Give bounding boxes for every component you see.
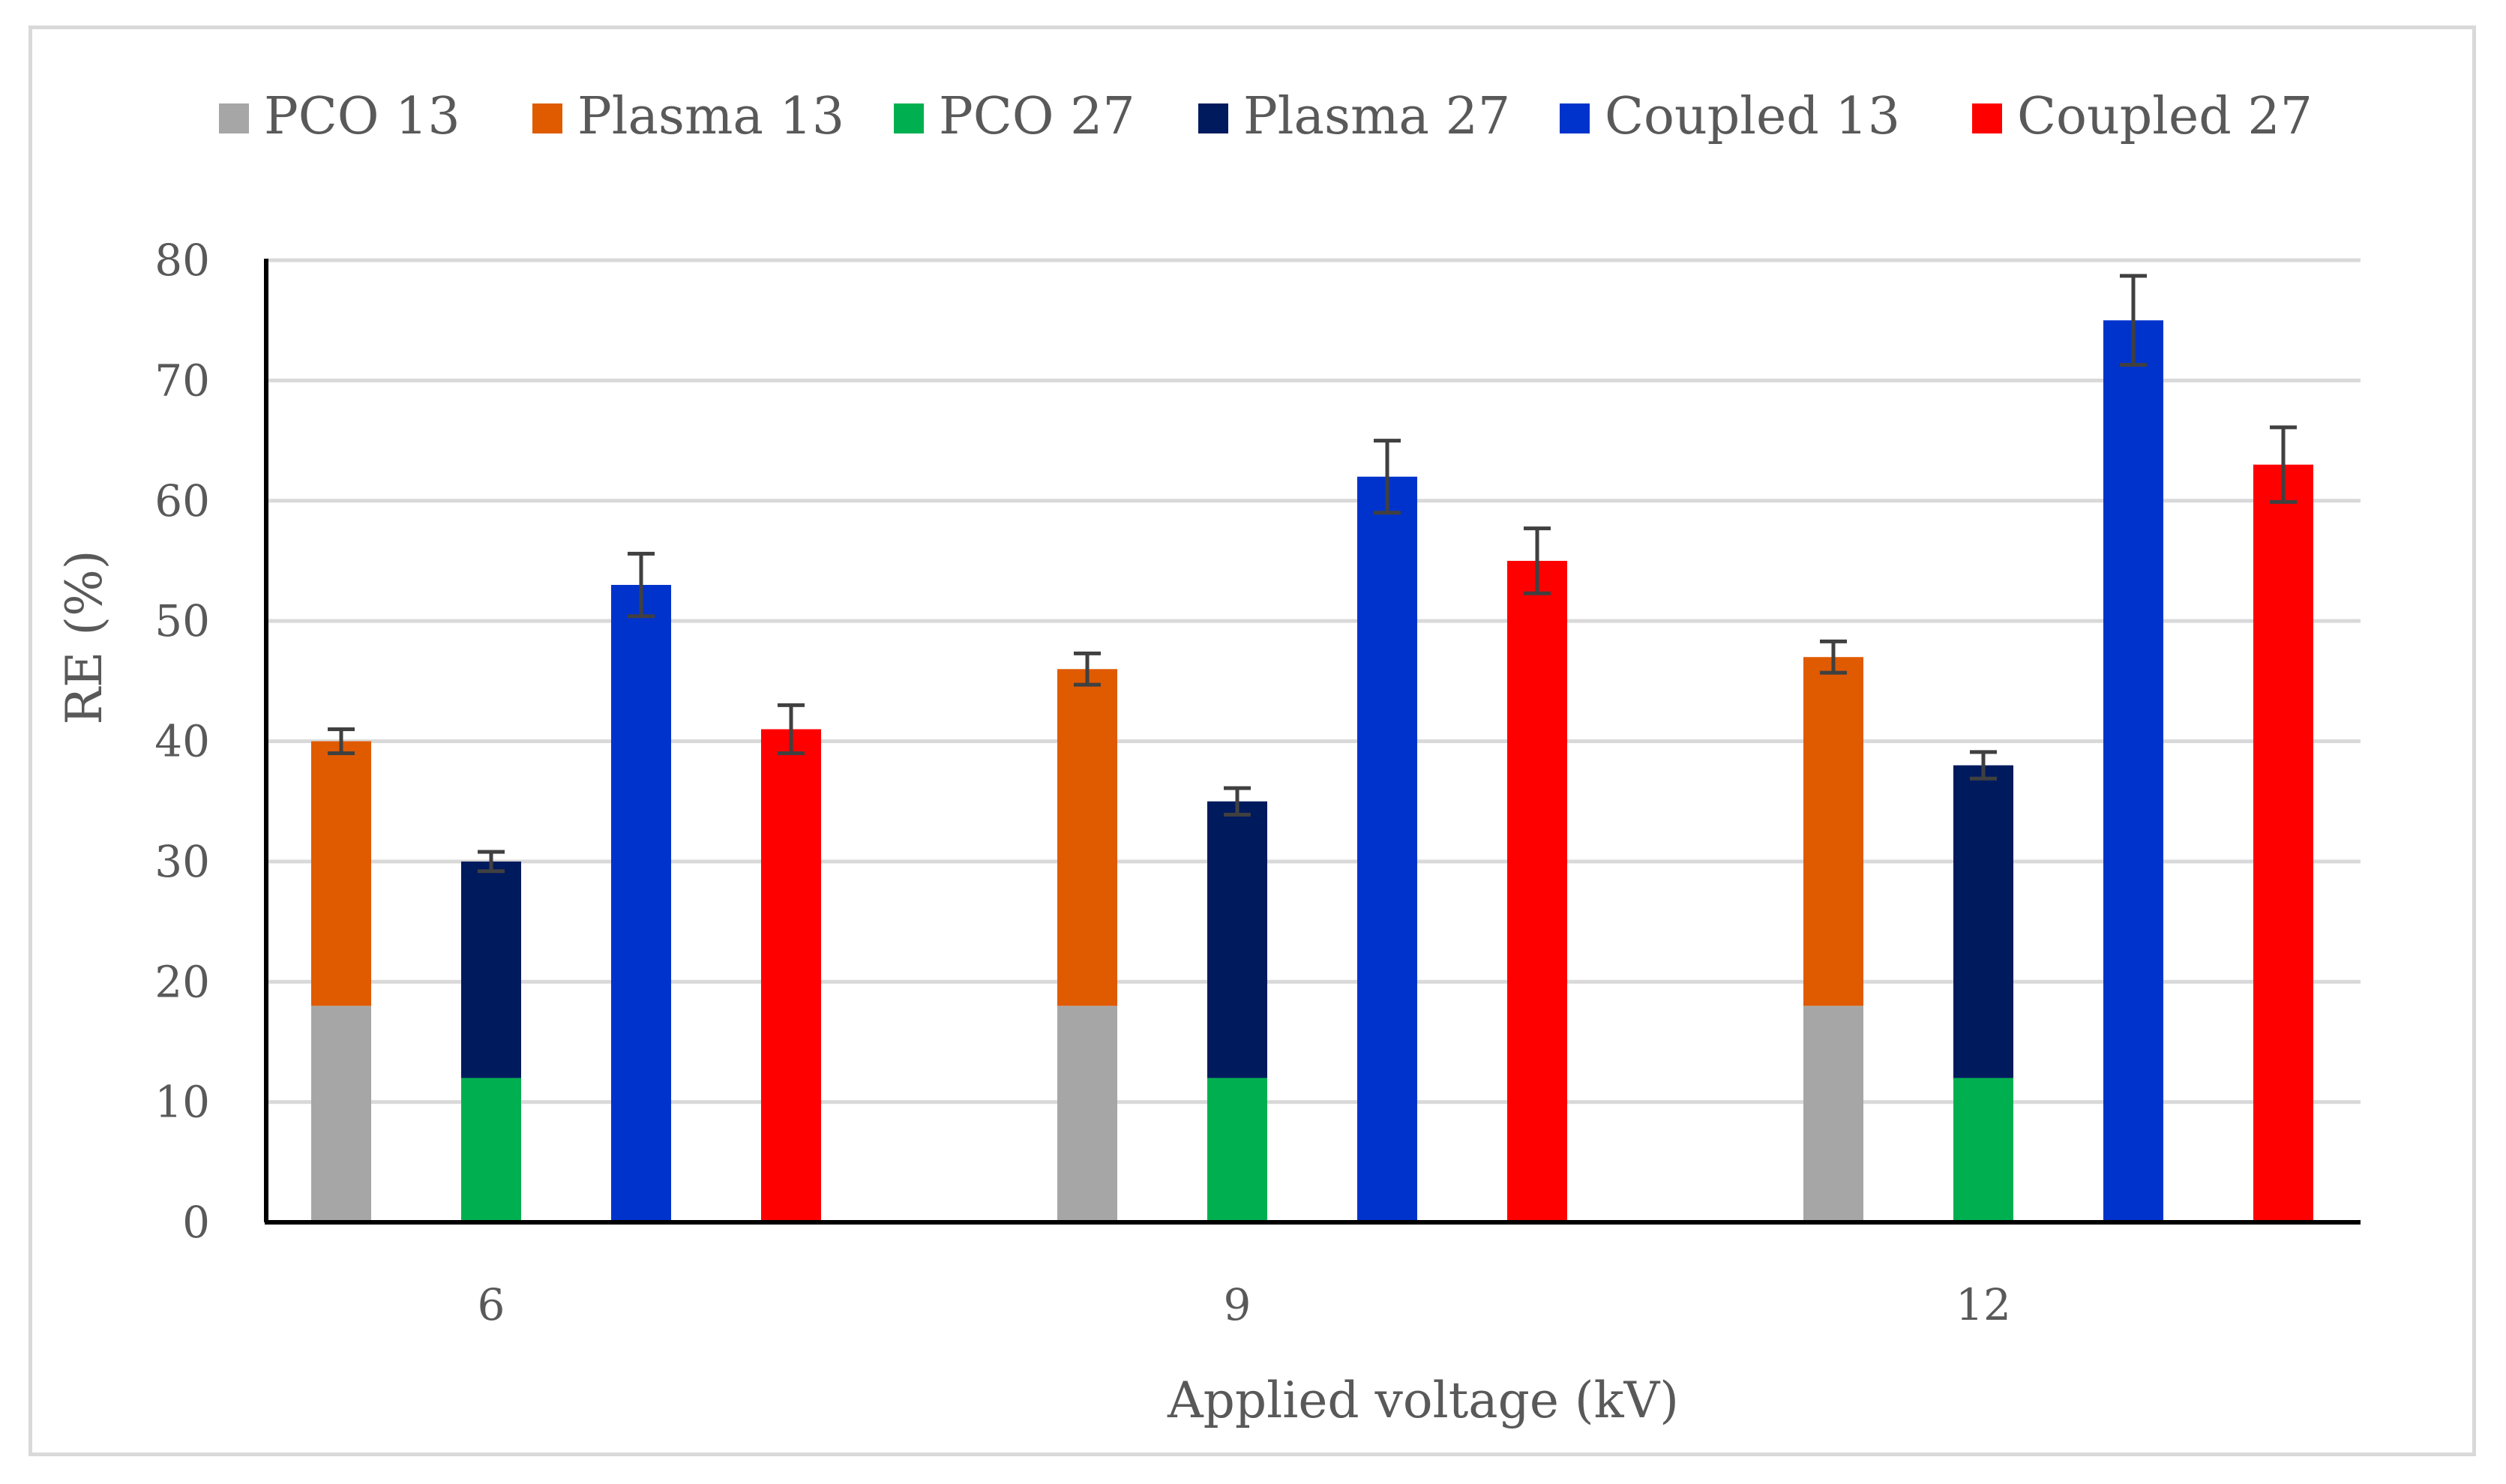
bar-pco-27-6kv [461,1078,521,1222]
gridlines [266,258,2361,1105]
legend-swatch [532,103,562,133]
legend-label: Plasma 13 [577,87,844,146]
error-bar [478,850,505,874]
error-bar [1524,526,1551,595]
bar-plasma-27-9kv [1207,801,1267,1078]
error-bar [1374,439,1401,515]
y-tick-label: 50 [154,595,210,646]
legend-item-plasma-27: Plasma 27 [1198,87,1510,146]
error-bar [328,727,355,756]
legend-item-coupled-13: Coupled 13 [1560,87,1900,146]
error-bar [1820,639,1847,675]
bar-coupled-27-6kv [761,729,821,1222]
bar-pco-13-12kv [1803,1006,1863,1222]
y-tick-label: 20 [154,956,210,1007]
legend-item-pco-13: PCO 13 [219,87,460,146]
y-tick-label: 0 [182,1197,210,1248]
legend-swatch [894,103,924,133]
legend-label: Coupled 27 [2017,87,2313,146]
legend-label: PCO 13 [264,87,460,146]
legend-item-coupled-27: Coupled 27 [1972,87,2313,146]
y-tick-labels: 0 10 20 30 40 50 60 70 80 [154,235,210,1248]
bar-coupled-27-9kv [1507,560,1567,1222]
y-tick-label: 40 [154,716,210,767]
bar-coupled-27-12kv [2253,464,2313,1222]
error-bar [1970,750,1997,781]
legend-swatch [219,103,249,133]
error-bar [628,551,655,619]
bar-plasma-13-9kv [1057,669,1117,1006]
x-tick-labels: 6 9 12 [478,1279,2011,1330]
bar-pco-13-6kv [311,1006,371,1222]
legend-label: Plasma 27 [1243,87,1510,146]
y-tick-label: 80 [154,235,210,286]
x-tick-label: 9 [1224,1279,1252,1330]
error-bar [2120,274,2147,367]
bar-plasma-27-12kv [1953,765,2013,1078]
bar-coupled-13-9kv [1357,476,1417,1222]
y-axis-label: RE (%) [55,550,113,724]
x-tick-label: 12 [1956,1279,2011,1330]
x-tick-label: 6 [478,1279,505,1330]
legend-swatch [1560,103,1590,133]
bar-coupled-13-12kv [2103,320,2163,1222]
bar-plasma-27-6kv [461,861,521,1078]
error-bars [328,274,2297,874]
y-tick-label: 10 [154,1077,210,1128]
legend-swatch [1972,103,2002,133]
axes [264,259,2361,1225]
bar-plasma-13-6kv [311,741,371,1006]
bar-pco-27-12kv [1953,1078,2013,1222]
legend-item-pco-27: PCO 27 [894,87,1135,146]
error-bar [1074,651,1101,687]
bar-plasma-13-12kv [1803,657,1863,1006]
y-tick-label: 30 [154,836,210,887]
bar-pco-27-9kv [1207,1078,1267,1222]
bars [311,320,2313,1222]
bar-pco-13-9kv [1057,1006,1117,1222]
x-axis-label: Applied voltage (kV) [1167,1372,1679,1429]
legend-item-plasma-13: Plasma 13 [532,87,844,146]
bar-coupled-13-6kv [611,585,671,1222]
legend: PCO 13 Plasma 13 PCO 27 Plasma 27 Coupled 13… [219,87,2313,146]
y-tick-label: 70 [154,355,210,406]
y-tick-label: 60 [154,475,210,526]
legend-label: PCO 27 [939,87,1135,146]
legend-swatch [1198,103,1228,133]
error-bar [1224,786,1251,817]
error-bar [778,703,805,756]
error-bar [2270,425,2297,504]
legend-label: Coupled 13 [1605,87,1900,146]
